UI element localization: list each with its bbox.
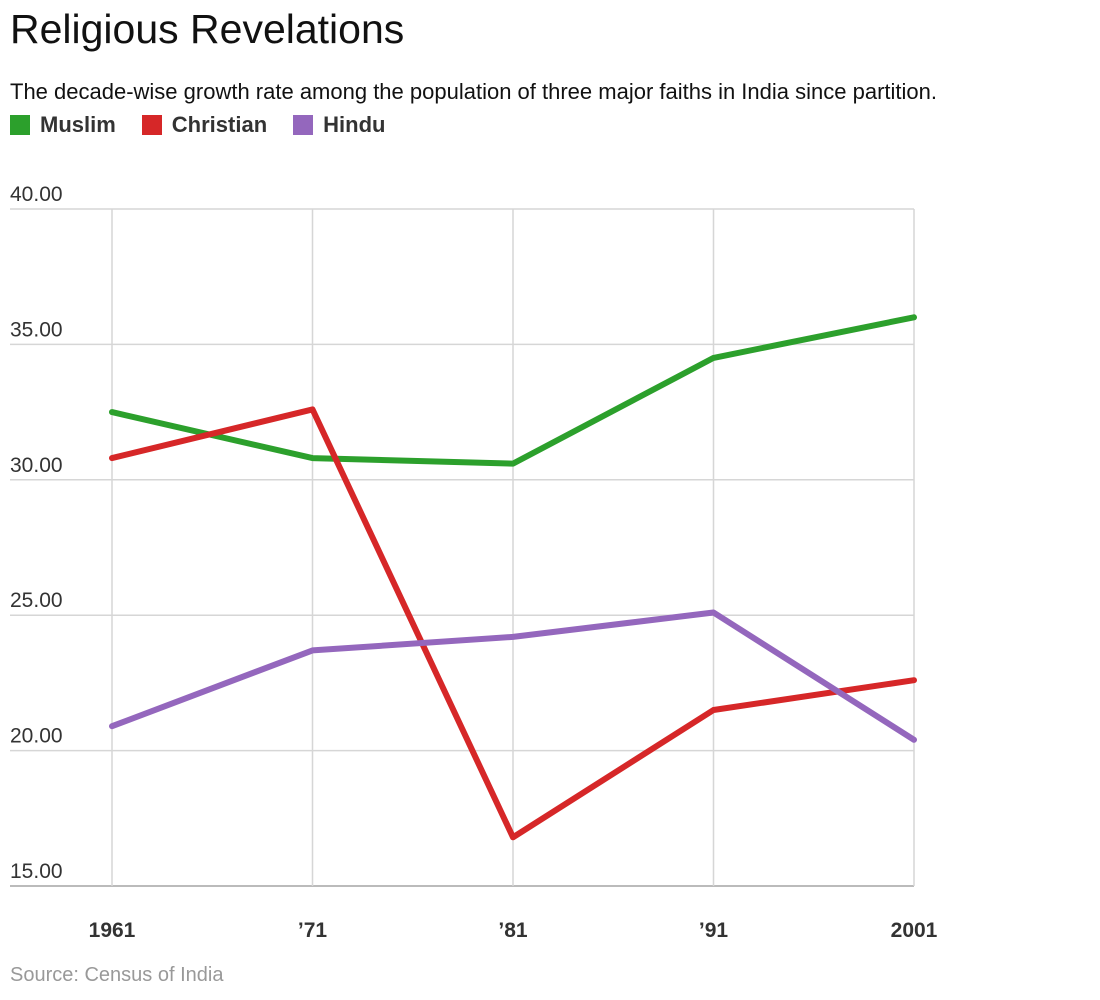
y-tick-label: 15.00 <box>10 860 63 883</box>
x-tick-label: ’71 <box>298 919 328 942</box>
series-line-muslim <box>109 314 917 467</box>
legend: Muslim Christian Hindu <box>10 111 411 139</box>
series-line-hindu <box>109 609 917 743</box>
legend-label-christian: Christian <box>171 112 268 137</box>
chart-subtitle: The decade-wise growth rate among the po… <box>10 79 937 104</box>
x-tick-label: ’91 <box>699 919 729 942</box>
y-tick-label: 30.00 <box>10 454 63 477</box>
axes: 15.00 20.00 25.00 30.00 35.00 40.00 1961 ’71 ’81… <box>10 183 938 942</box>
x-tick-label: 1961 <box>89 919 136 942</box>
chart-title: Religious Revelations <box>10 6 405 52</box>
legend-swatch-christian <box>141 115 162 135</box>
y-tick-label: 40.00 <box>10 183 63 206</box>
series-line-christian <box>109 406 917 841</box>
y-tick-label: 35.00 <box>10 318 63 341</box>
line-chart: 15.00 20.00 25.00 30.00 35.00 40.00 1961 ’71 ’81… <box>10 183 938 942</box>
series-lines <box>109 314 917 841</box>
legend-item-hindu: Hindu <box>293 112 385 138</box>
legend-item-christian: Christian <box>141 112 268 138</box>
grid <box>10 208 915 887</box>
legend-swatch-muslim <box>10 115 30 135</box>
legend-label-muslim: Muslim <box>40 112 116 137</box>
y-tick-label: 20.00 <box>10 725 63 748</box>
x-tick-label: ’81 <box>498 919 528 942</box>
x-tick-label: 2001 <box>891 919 938 942</box>
legend-item-muslim: Muslim <box>10 112 116 138</box>
legend-swatch-hindu <box>293 115 314 135</box>
legend-label-hindu: Hindu <box>323 112 386 137</box>
y-tick-label: 25.00 <box>10 589 63 612</box>
source-note: Source: Census of India <box>10 964 224 986</box>
